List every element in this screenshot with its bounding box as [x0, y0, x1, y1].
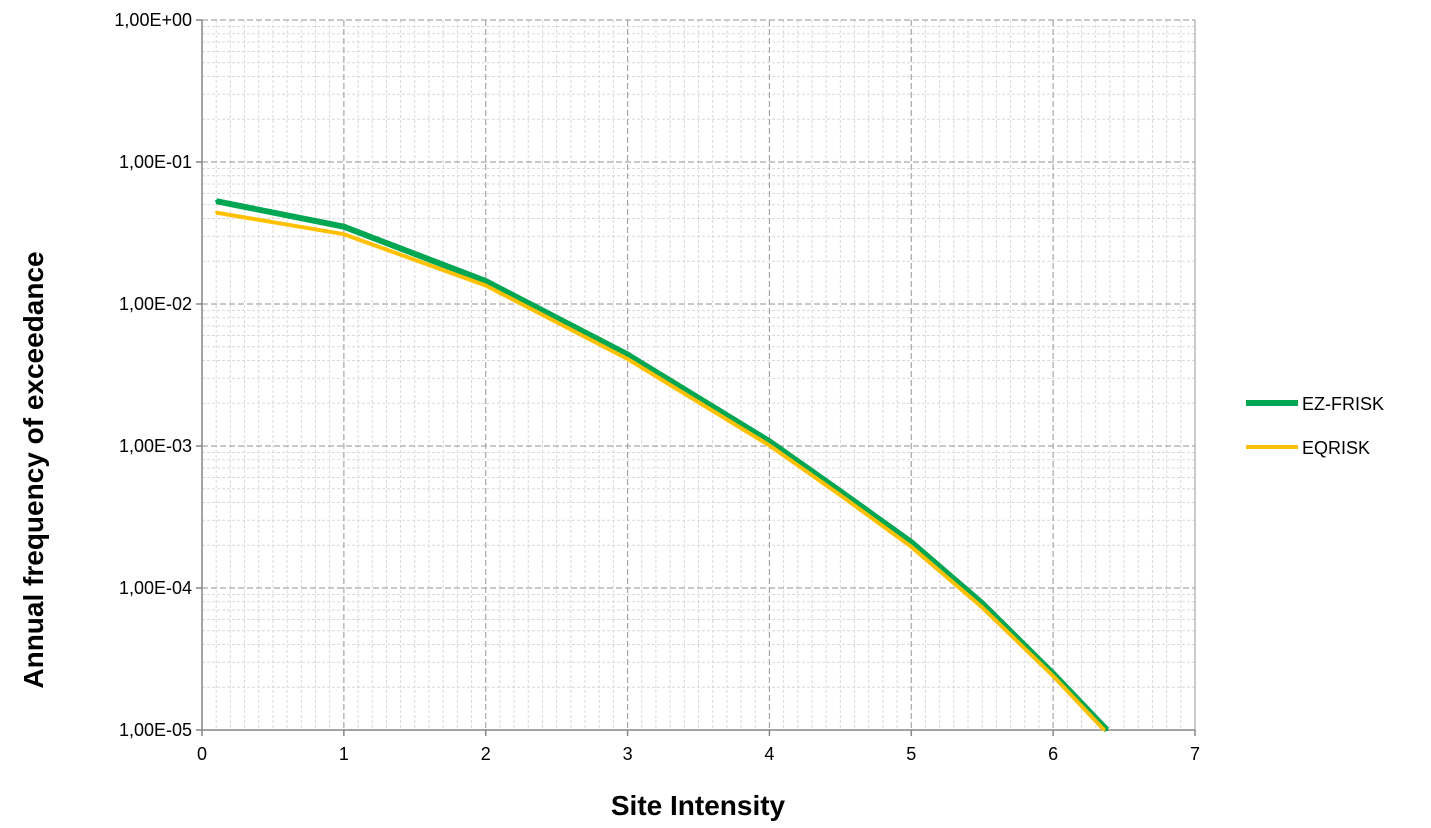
- data-point: [839, 494, 842, 497]
- y-tick-label: 1,00E-04: [119, 578, 192, 598]
- data-point: [626, 357, 629, 361]
- x-axis-title: Site Intensity: [611, 790, 786, 821]
- data-point: [1105, 728, 1109, 732]
- axes: [196, 19, 1196, 736]
- y-tick-label: 1,00E-02: [119, 294, 192, 314]
- data-point: [910, 545, 913, 549]
- x-tick-label: 5: [906, 744, 916, 764]
- data-point: [342, 225, 346, 228]
- y-tick-label: 1,00E+00: [114, 10, 192, 30]
- major-gridlines: [202, 19, 1195, 730]
- data-point: [768, 440, 771, 443]
- x-tick-label: 1: [339, 744, 349, 764]
- series-line-eqrisk: [215, 210, 1106, 732]
- data-point: [1051, 674, 1055, 678]
- x-tick-label: 0: [197, 744, 207, 764]
- y-tick-label: 1,00E-03: [119, 436, 192, 456]
- y-axis-title: Annual frequency of exceedance: [18, 251, 49, 688]
- data-point: [342, 233, 346, 236]
- legend-label-ez-frisk: EZ-FRISK: [1302, 394, 1384, 414]
- data-point: [484, 279, 487, 283]
- series-line-ez-frisk: [215, 198, 1110, 733]
- series-layer: [214, 198, 1110, 733]
- data-point: [981, 606, 984, 609]
- data-point: [910, 541, 913, 544]
- y-tick-label: 1,00E-01: [119, 152, 192, 172]
- x-tick-label: 3: [623, 744, 633, 764]
- x-tick-labels: 0 1 2 3 4 5 6 7: [197, 744, 1200, 764]
- y-tick-labels: 1,00E+00 1,00E-01 1,00E-02 1,00E-03 1,00E-04…: [114, 10, 192, 740]
- data-point: [214, 199, 218, 203]
- data-point: [981, 602, 984, 605]
- x-tick-label: 2: [481, 744, 491, 764]
- legend: EZ-FRISK EQRISK: [1246, 394, 1384, 458]
- x-tick-label: 4: [764, 744, 774, 764]
- legend-label-eqrisk: EQRISK: [1302, 438, 1370, 458]
- data-point: [1103, 728, 1106, 732]
- data-point: [839, 490, 842, 493]
- minor-gridlines: [202, 20, 1195, 730]
- data-point: [768, 444, 771, 447]
- data-point: [484, 284, 487, 287]
- data-point: [626, 353, 629, 356]
- data-point: [214, 211, 218, 214]
- y-tick-label: 1,00E-05: [119, 720, 192, 740]
- x-tick-label: 6: [1048, 744, 1058, 764]
- x-tick-label: 7: [1190, 744, 1200, 764]
